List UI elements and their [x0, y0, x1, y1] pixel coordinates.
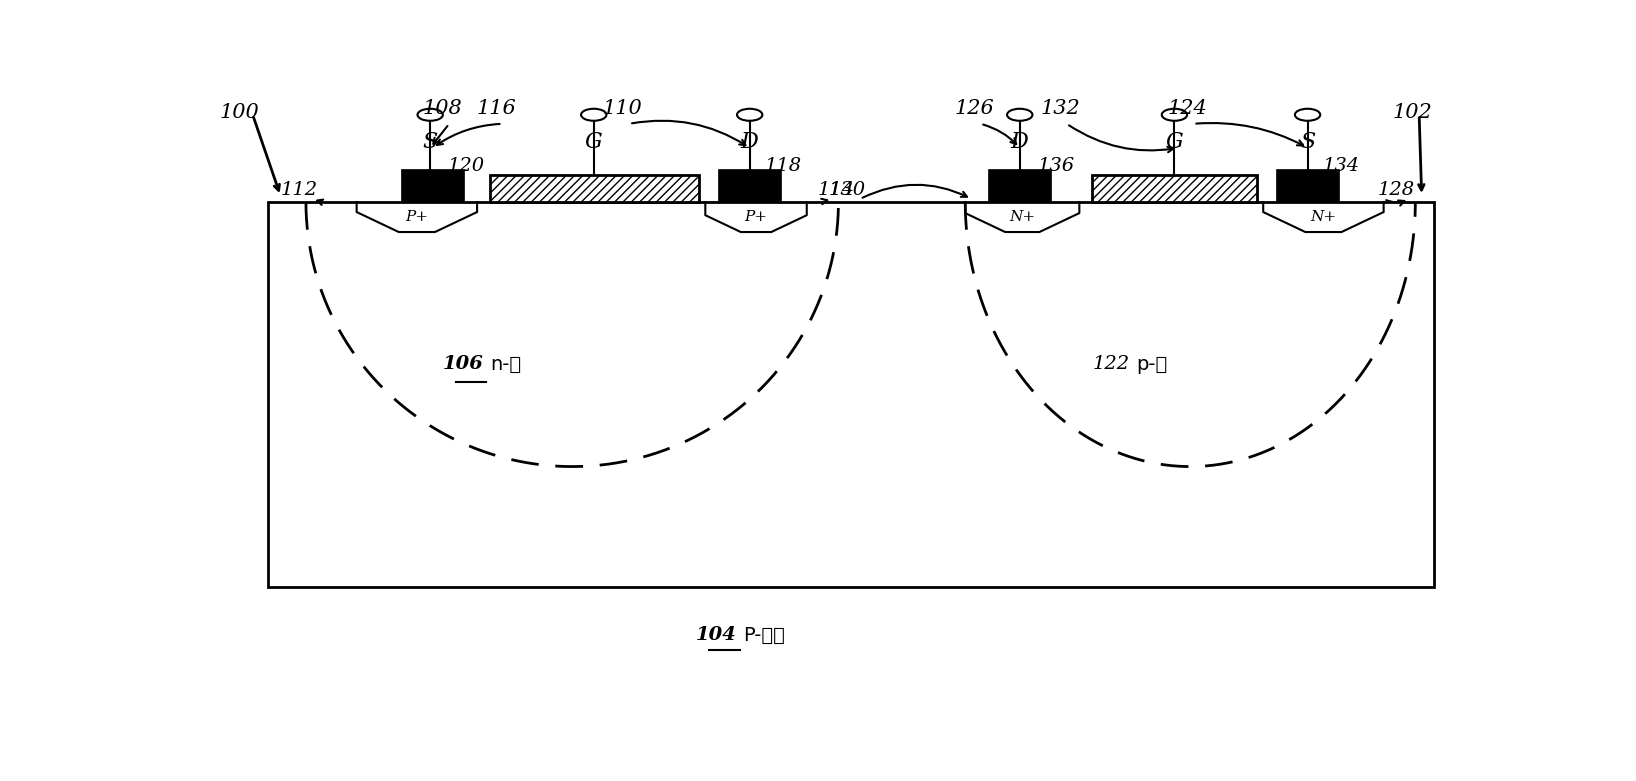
Text: 136: 136 [1037, 157, 1075, 175]
Text: 118: 118 [766, 157, 802, 175]
Bar [489, 175, 699, 202]
Text: G: G [586, 131, 602, 153]
Text: P+: P+ [406, 210, 429, 224]
Text: P+: P+ [744, 210, 767, 224]
Text: 120: 120 [448, 157, 484, 175]
Bar [718, 169, 782, 202]
Text: 108: 108 [424, 99, 463, 118]
Text: N+: N+ [1009, 210, 1036, 224]
Text: 126: 126 [954, 99, 995, 118]
Bar [268, 202, 1435, 587]
Text: P-衬底: P-衬底 [743, 626, 785, 644]
Text: n-阱: n-阱 [489, 355, 520, 374]
Text: 106: 106 [443, 355, 484, 373]
Text: N+: N+ [1310, 210, 1337, 224]
Text: S: S [422, 131, 438, 153]
Text: 100: 100 [219, 103, 260, 122]
Text: D: D [1011, 131, 1029, 153]
Text: 110: 110 [604, 99, 643, 118]
Text: 130: 130 [829, 181, 865, 199]
Bar [988, 169, 1052, 202]
Text: 104: 104 [697, 626, 736, 644]
Bar [1276, 169, 1340, 202]
Text: 112: 112 [281, 181, 317, 199]
Text: p-阱: p-阱 [1137, 355, 1168, 374]
Text: 124: 124 [1166, 99, 1207, 118]
Text: 132: 132 [1040, 99, 1080, 118]
Text: S: S [1301, 131, 1315, 153]
Bar [401, 169, 465, 202]
Text: D: D [741, 131, 759, 153]
Bar [1093, 175, 1256, 202]
Text: 114: 114 [818, 181, 854, 199]
Text: 134: 134 [1324, 157, 1360, 175]
Text: G: G [1165, 131, 1183, 153]
Text: 102: 102 [1392, 103, 1432, 122]
Text: 122: 122 [1093, 355, 1130, 373]
Text: 116: 116 [476, 99, 515, 118]
Text: 128: 128 [1378, 181, 1415, 199]
